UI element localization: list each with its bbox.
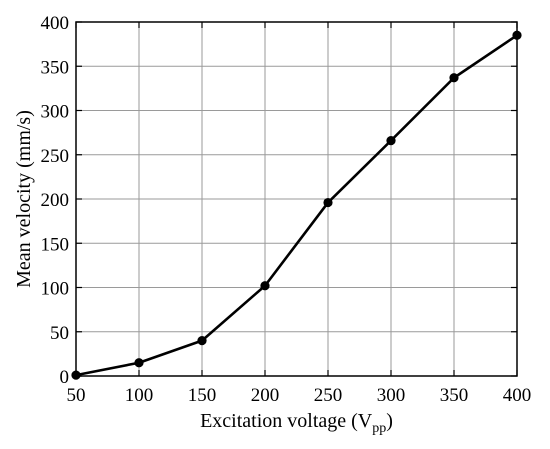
x-tick-label: 100 [125, 385, 154, 406]
x-tick-label: 250 [314, 385, 343, 406]
data-point [260, 281, 270, 291]
y-tick-label: 350 [41, 57, 70, 78]
x-axis-title-main: Excitation voltage (V [200, 410, 373, 432]
data-point [386, 135, 396, 146]
x-tick-label: 300 [377, 385, 406, 406]
data-point [197, 336, 207, 346]
series-layer [71, 30, 522, 380]
y-tick-label: 0 [60, 367, 70, 388]
axis-ticks [75, 21, 518, 377]
x-axis-title-suffix: ) [386, 410, 393, 432]
y-tick-label: 150 [41, 234, 70, 255]
y-tick-label: 100 [41, 279, 70, 300]
y-tick-label: 200 [41, 190, 70, 211]
y-tick-label: 50 [50, 323, 69, 344]
y-tick-labels: 0 50 100 150 200 250 300 350 400 [41, 13, 70, 388]
data-point [71, 370, 81, 380]
y-tick-label: 400 [41, 13, 70, 34]
y-tick-label: 300 [41, 102, 70, 123]
data-point [134, 358, 144, 368]
data-point [323, 197, 333, 208]
x-axis-title-subscript: pp [372, 421, 386, 436]
x-tick-label: 350 [440, 385, 469, 406]
y-axis-title: Mean velocity (mm/s) [13, 110, 35, 288]
x-tick-label: 150 [188, 385, 217, 406]
x-tick-label: 50 [67, 385, 86, 406]
data-point [449, 73, 459, 83]
x-tick-labels: 50 100 150 200 250 300 350 400 [67, 385, 532, 406]
data-point [512, 30, 522, 40]
series-line [75, 34, 518, 377]
y-tick-label: 250 [41, 146, 70, 167]
x-tick-label: 400 [503, 385, 532, 406]
x-tick-label: 200 [251, 385, 280, 406]
x-axis-title: Excitation voltage (Vpp) [200, 410, 393, 436]
